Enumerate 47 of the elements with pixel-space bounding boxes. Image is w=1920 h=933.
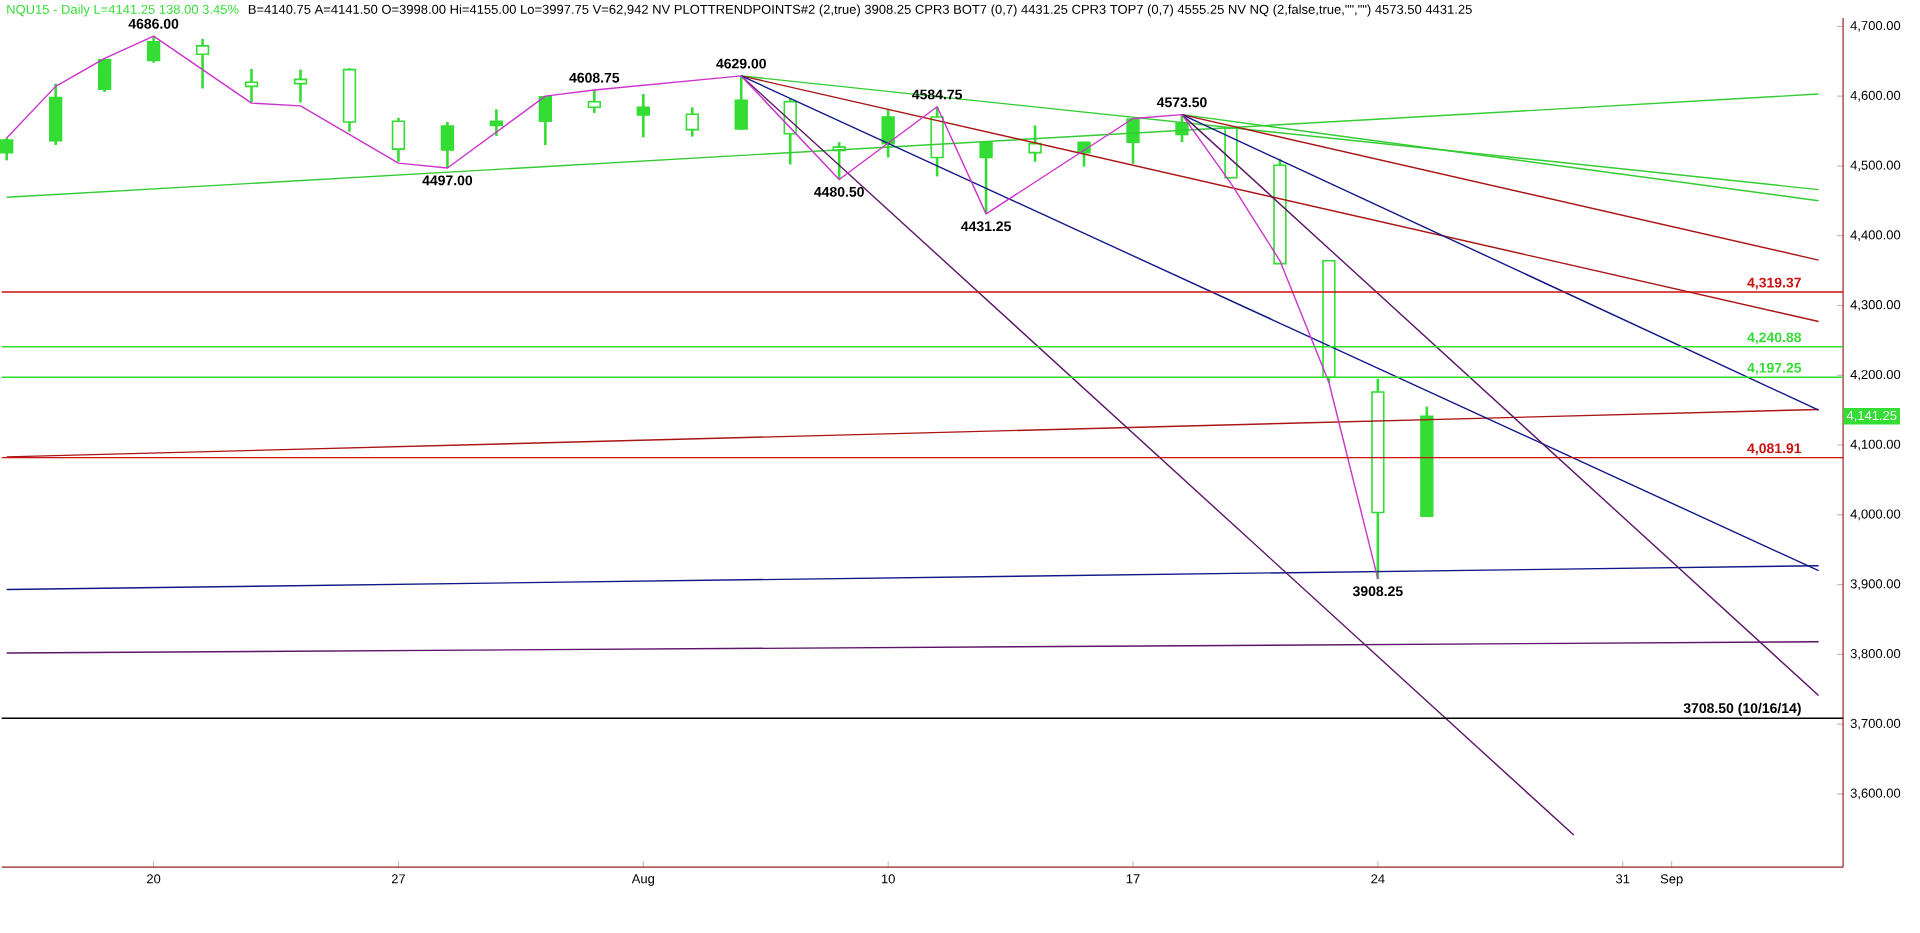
y-tick-label: 4,100.00 (1850, 439, 1901, 451)
candlestick (979, 140, 993, 216)
annotation: 4480.50 (814, 186, 864, 197)
ref-line-label: 4,197.25 (1747, 362, 1802, 375)
candlestick (587, 88, 602, 115)
x-tick-label: 10 (881, 874, 895, 884)
candlestick (440, 120, 455, 170)
x-tick-label: 31 (1616, 874, 1630, 884)
x-tick-label: Aug (631, 874, 655, 886)
candlestick (244, 67, 259, 104)
text: 4,141.25 (1846, 410, 1897, 422)
chart-subtitle: B=4140.75 A=4141.50 O=3998.00 Hi=4155.00 Lo=3997.75 V=62,942 NV PLOTTRENDPOINTS#2 (2,true) 3908.25 CPR3 BOT7 (0,7) 4431.25 CPR3 TOP7 (0,7) 4555.25 NV NQ (2,false,true,"","") 4573.50 4431.25 (248, 4, 1472, 17)
candlestick (195, 37, 210, 90)
y-tick-label: 4,000.00 (1850, 509, 1901, 521)
annotation: 4686.00 (128, 18, 179, 29)
candlestick (685, 105, 699, 138)
ref-line-label: 3708.50 (10/16/14) (1683, 702, 1801, 716)
annotation: 4608.75 (569, 72, 620, 83)
y-tick-label: 3,700.00 (1850, 718, 1901, 730)
y-tick-label: 4,700.00 (1850, 20, 1901, 32)
x-tick-label: 17 (1126, 874, 1140, 884)
candlestick (0, 136, 14, 162)
ref-line-label: 4,240.88 (1747, 332, 1802, 345)
x-tick-label: Sep (1660, 874, 1683, 886)
candlestick (146, 34, 161, 64)
x-tick-label: 27 (391, 874, 405, 884)
y-tick-label: 4,400.00 (1850, 230, 1901, 241)
x-tick-label: 24 (1371, 874, 1385, 884)
chart-title: NQU15 - Daily L=4141.25 138.00 3.45% (7, 4, 239, 17)
y-tick-label: 4,500.00 (1850, 160, 1901, 172)
y-tick-label: 4,300.00 (1850, 300, 1901, 311)
x-tick-label: 20 (147, 874, 161, 884)
annotation: 4431.25 (961, 221, 1011, 232)
candlestick (1028, 124, 1042, 163)
y-tick-label: 3,900.00 (1850, 579, 1901, 590)
annotation: 4573.50 (1156, 97, 1207, 108)
annotation: 4497.00 (422, 175, 473, 186)
candlestick (636, 92, 650, 139)
y-tick-label: 4,600.00 (1850, 90, 1901, 102)
annotation: 4629.00 (716, 58, 766, 69)
ref-line-label: 4,319.37 (1747, 277, 1801, 290)
ref-line-label: 4,081.91 (1747, 443, 1802, 456)
candlestick (489, 108, 504, 138)
y-tick-label: 3,800.00 (1850, 648, 1901, 660)
y-tick-label: 3,600.00 (1850, 788, 1901, 800)
annotation: 3908.25 (1352, 586, 1403, 597)
y-tick-label: 4,200.00 (1850, 369, 1901, 381)
